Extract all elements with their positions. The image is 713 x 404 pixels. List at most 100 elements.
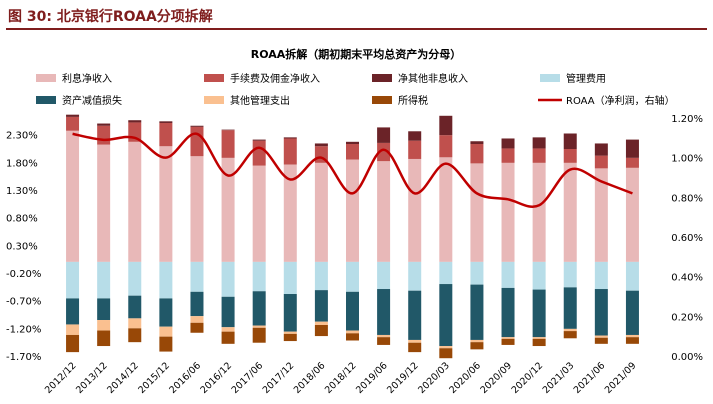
bar-segment (408, 131, 422, 141)
bar-segment (128, 141, 142, 262)
bar-segment (190, 261, 204, 292)
legend-label: 利息净收入 (62, 72, 112, 85)
x-axis-tick-label: 2012/12 (43, 360, 79, 396)
bar-segment (283, 261, 297, 295)
bar-segment (439, 284, 453, 347)
bar-segment (159, 326, 173, 337)
bar-segment (66, 261, 80, 299)
bar-segment (190, 322, 204, 333)
bar-segment (563, 328, 577, 332)
bar-segment (346, 159, 359, 262)
bar-segment (625, 167, 639, 262)
bar-segment (377, 127, 391, 143)
legend-swatch (204, 74, 224, 82)
left-axis-tick-label: 0.80% (6, 214, 38, 225)
left-axis-tick-label: 2.30% (6, 131, 38, 142)
left-axis-tick-label: -1.70% (6, 352, 41, 363)
x-axis-tick-label: 2021/06 (572, 360, 608, 396)
bar-segment (563, 261, 577, 288)
bar-segment (128, 328, 142, 343)
bar-segment (97, 123, 111, 126)
bar-segment (346, 330, 359, 334)
bar-segment (408, 342, 422, 353)
bar-segment (283, 164, 297, 262)
bar-segment (470, 141, 484, 145)
x-axis-tick-label: 2018/06 (292, 360, 328, 396)
bar-segment (439, 157, 453, 262)
legend-label: 净其他非息收入 (398, 72, 468, 85)
legend-swatch (540, 74, 560, 82)
bar-segment (190, 125, 204, 127)
bar-segment (159, 336, 173, 352)
bar-segment (408, 140, 422, 159)
bar-segment (97, 320, 111, 331)
bar-segment (377, 334, 391, 338)
bar-segment (314, 290, 328, 322)
bar-segment (563, 287, 577, 329)
bar-segment (625, 337, 639, 344)
bar-segment (66, 130, 80, 262)
x-axis-tick-label: 2017/06 (230, 360, 266, 396)
bar-segment (501, 162, 515, 262)
bar-segment (439, 348, 453, 359)
bar-segment (190, 126, 204, 157)
bar-segment (594, 143, 608, 156)
bar-segment (470, 261, 484, 285)
bar-segment (66, 324, 80, 335)
roaa-line-path (72, 132, 633, 208)
bar-segment (66, 114, 80, 117)
x-axis-tick-label: 2016/12 (199, 360, 235, 396)
chart-title: ROAA拆解（期初期末平均总资产为分母） (251, 47, 462, 61)
bar-segment (532, 337, 546, 339)
right-axis-tick-label: 0.40% (671, 273, 703, 284)
x-axis-tick-label: 2019/12 (385, 360, 421, 396)
bar-segment (625, 290, 639, 335)
bar-segment (625, 261, 639, 291)
bar-segment (283, 331, 297, 334)
bar-segment (221, 261, 235, 297)
legend-swatch (204, 96, 224, 104)
bar-segment (408, 339, 422, 343)
bar-segment (221, 129, 235, 131)
left-axis-tick-label: -0.70% (6, 297, 41, 308)
bar-segment (563, 331, 577, 339)
bar-segment (128, 318, 142, 329)
x-axis-tick-label: 2020/09 (478, 360, 514, 396)
x-axis-tick-label: 2016/06 (167, 360, 203, 396)
legend-label: 其他管理支出 (230, 94, 290, 107)
bar-segment (97, 125, 111, 145)
right-axis-tick-label: 1.00% (671, 154, 703, 165)
bar-segment (501, 337, 515, 339)
bar-segment (532, 137, 546, 149)
bar-segment (159, 298, 173, 327)
bar-segment (314, 261, 328, 291)
x-axis-tick-label: 2013/12 (74, 360, 110, 396)
bar-segment (221, 327, 235, 332)
bar-segment (221, 130, 235, 158)
bar-segment (501, 261, 515, 288)
left-axis-tick-label: 1.80% (6, 158, 38, 169)
x-axis-tick-label: 2021/09 (603, 360, 639, 396)
bar-segment (346, 333, 359, 341)
bar-segment (532, 289, 546, 338)
x-axis-tick-label: 2021/03 (541, 360, 577, 396)
bar-segment (159, 146, 173, 262)
bar-segment (283, 137, 297, 139)
x-axis-tick-label: 2020/03 (416, 360, 452, 396)
bar-segment (66, 334, 80, 353)
x-axis-tick-label: 2020/12 (510, 360, 546, 396)
x-axis-tick-label: 2018/12 (323, 360, 359, 396)
bar-segment (66, 116, 80, 131)
bar-segment (439, 115, 453, 136)
bar-segment (625, 334, 639, 338)
bar-segment (314, 325, 328, 337)
right-axis-tick-label: 0.80% (671, 193, 703, 204)
right-axis-tick-label: 0.20% (671, 312, 703, 323)
bar-segment (470, 339, 484, 343)
legend-label: 所得税 (398, 94, 428, 107)
bar-segment (625, 139, 639, 158)
legend-swatch (36, 74, 56, 82)
bar-segment (159, 261, 173, 299)
